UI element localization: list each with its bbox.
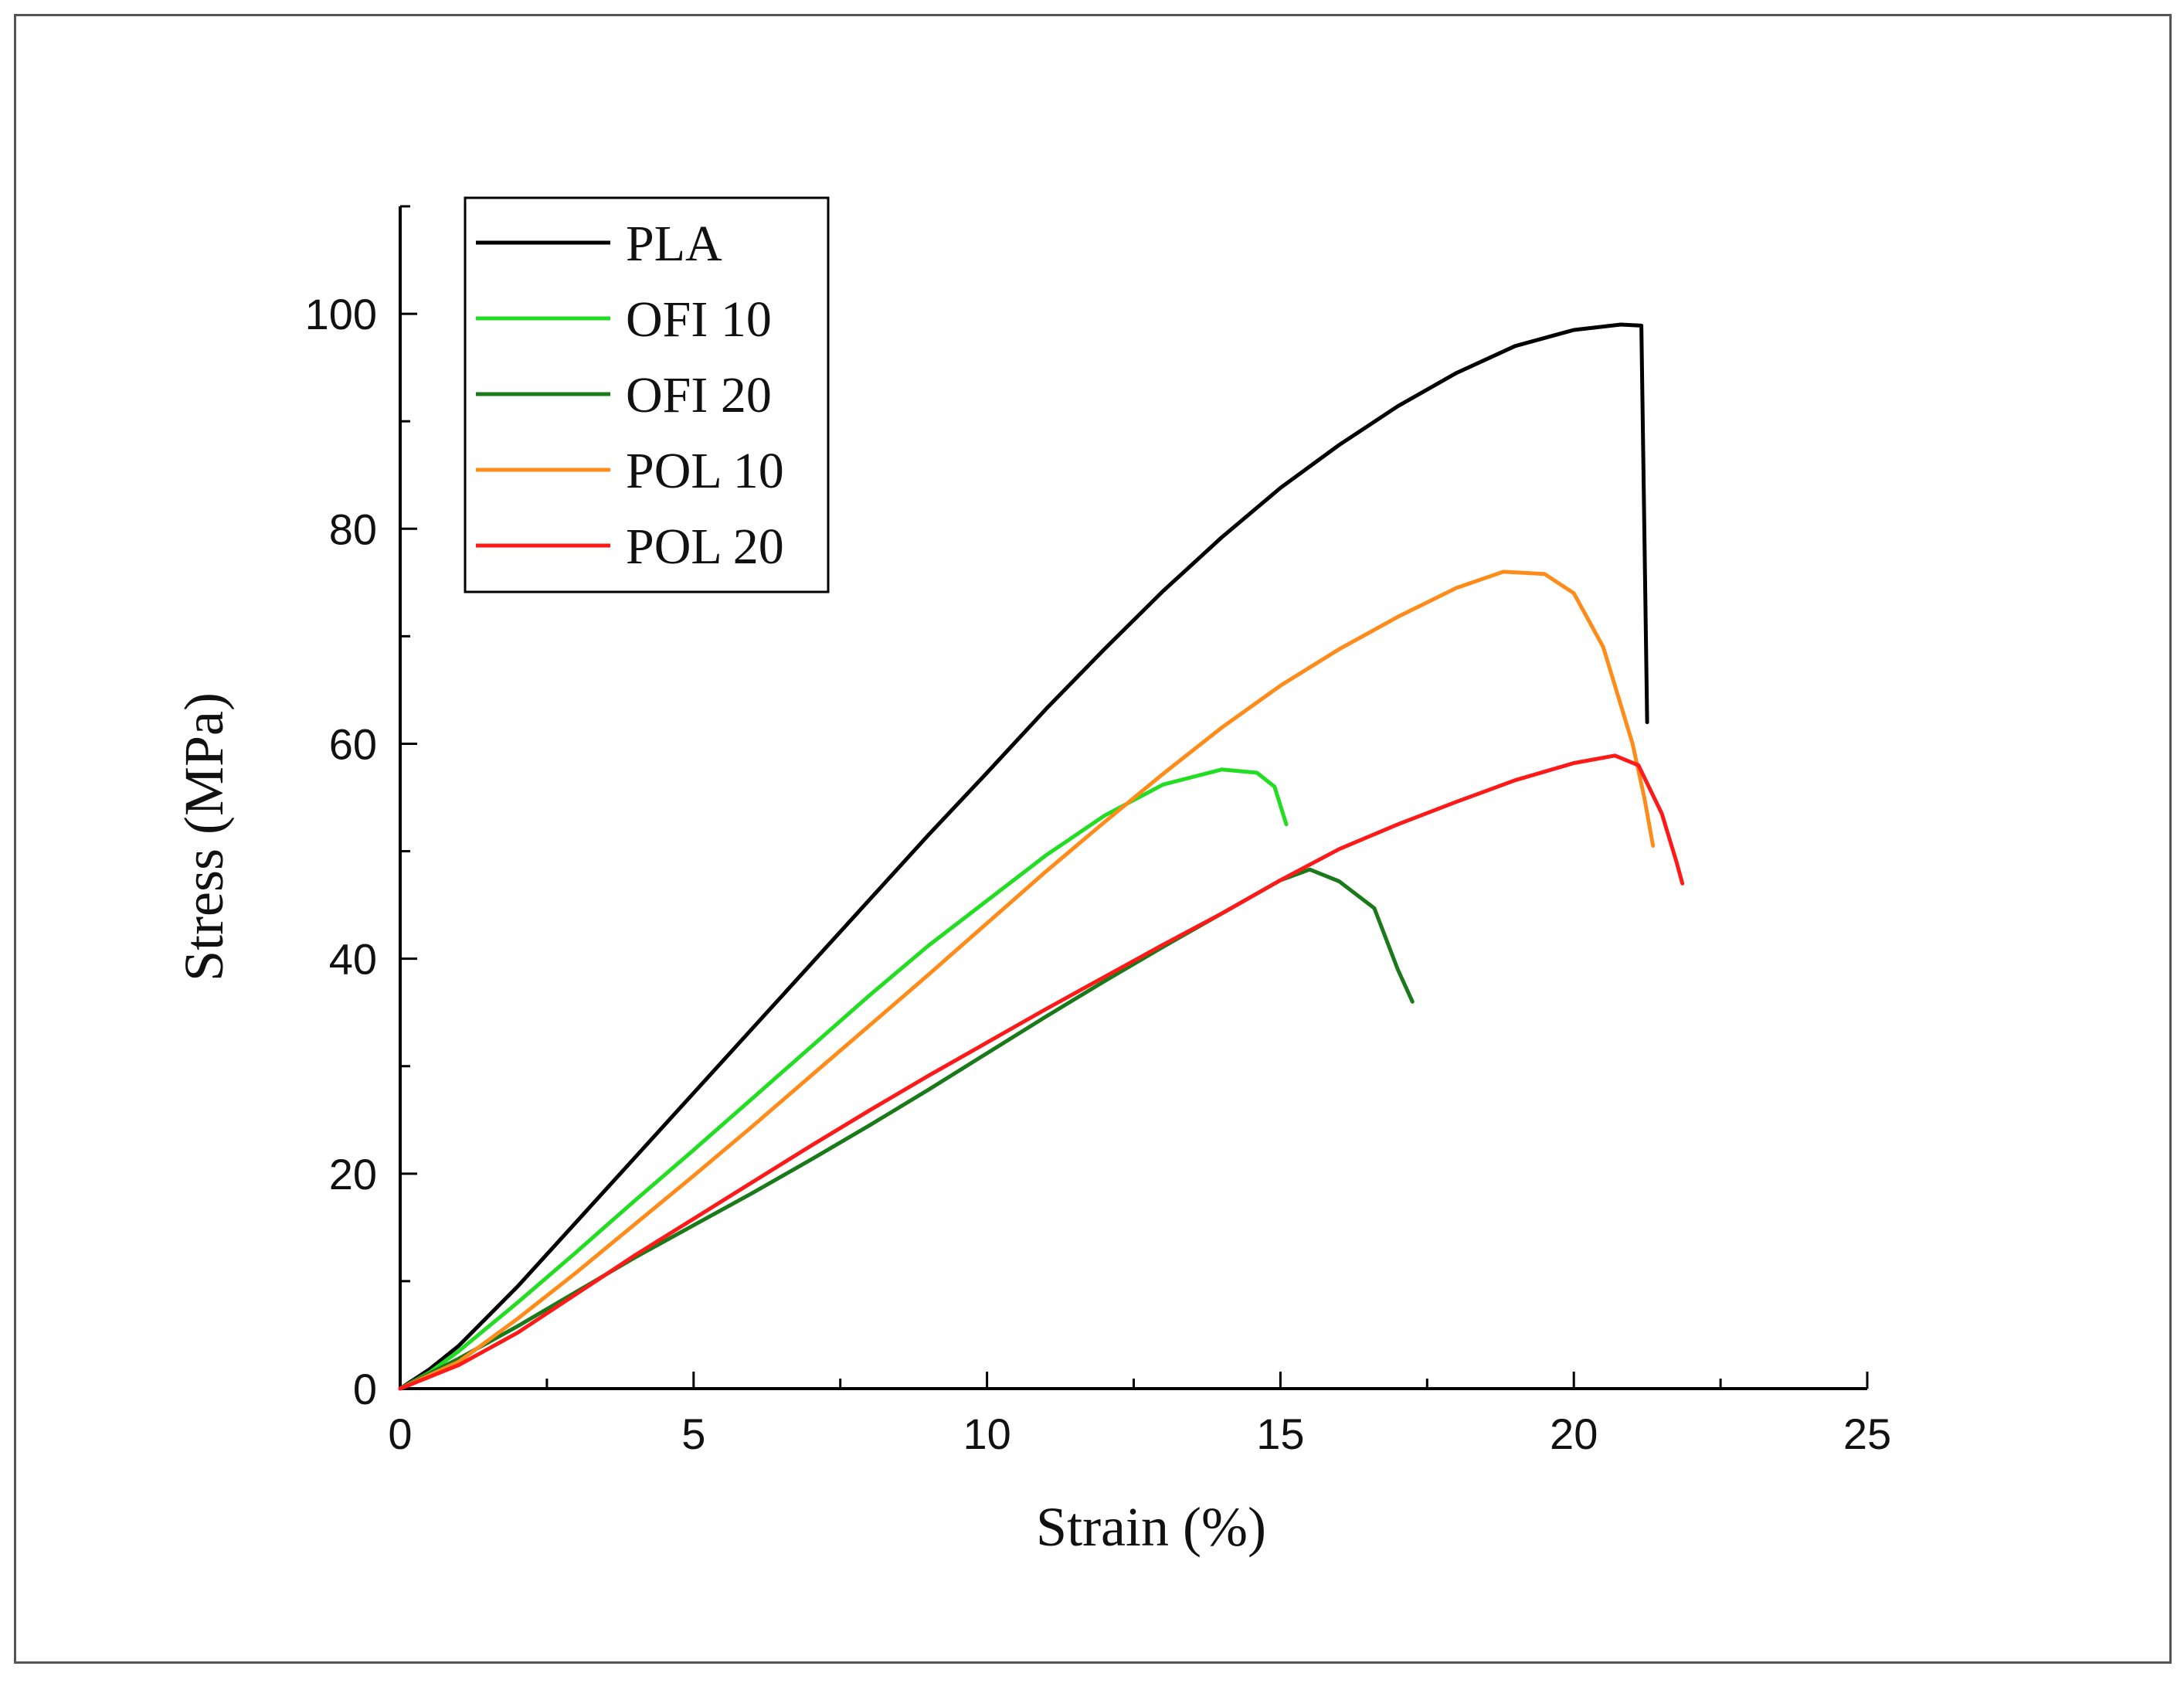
- legend: PLA OFI 10 OFI 20 POL 10 POL 20: [464, 196, 830, 593]
- x-tick-label: 0: [388, 1409, 412, 1458]
- y-axis-title: Stress (MPa): [173, 692, 235, 981]
- y-tick-label: 0: [353, 1365, 377, 1413]
- axis-labels: Strain (%) Stress (MPa): [173, 692, 1266, 1558]
- legend-label-pla: PLA: [626, 216, 722, 272]
- y-tick-label: 20: [329, 1150, 377, 1199]
- y-tick-label: 40: [329, 935, 377, 984]
- legend-label-ofi-20: OFI 20: [626, 367, 772, 423]
- x-tick-label: 20: [1550, 1409, 1598, 1458]
- legend-label-pol-10: POL 10: [626, 443, 784, 499]
- x-tick-label: 25: [1843, 1409, 1891, 1458]
- axes: 0 5 10 15 20 25 0 20 40 60 80 100: [305, 205, 1891, 1458]
- x-axis-title: Strain (%): [1036, 1496, 1266, 1558]
- series-line-ofi-10: [398, 767, 1289, 1391]
- x-tick-label: 15: [1256, 1409, 1304, 1458]
- legend-label-pol-20: POL 20: [626, 519, 784, 575]
- series-lines: [398, 322, 1685, 1391]
- y-tick-label: 60: [329, 719, 377, 768]
- legend-label-ofi-10: OFI 10: [626, 291, 772, 348]
- figure-frame: [14, 14, 2172, 1664]
- x-tick-label: 5: [681, 1409, 705, 1458]
- y-tick-label: 80: [329, 505, 377, 553]
- series-line-pla: [398, 322, 1649, 1391]
- series-line-pol-10: [398, 570, 1656, 1391]
- series-line-pol-20: [398, 753, 1685, 1391]
- y-tick-label: 100: [305, 290, 377, 338]
- x-tick-label: 10: [963, 1409, 1010, 1458]
